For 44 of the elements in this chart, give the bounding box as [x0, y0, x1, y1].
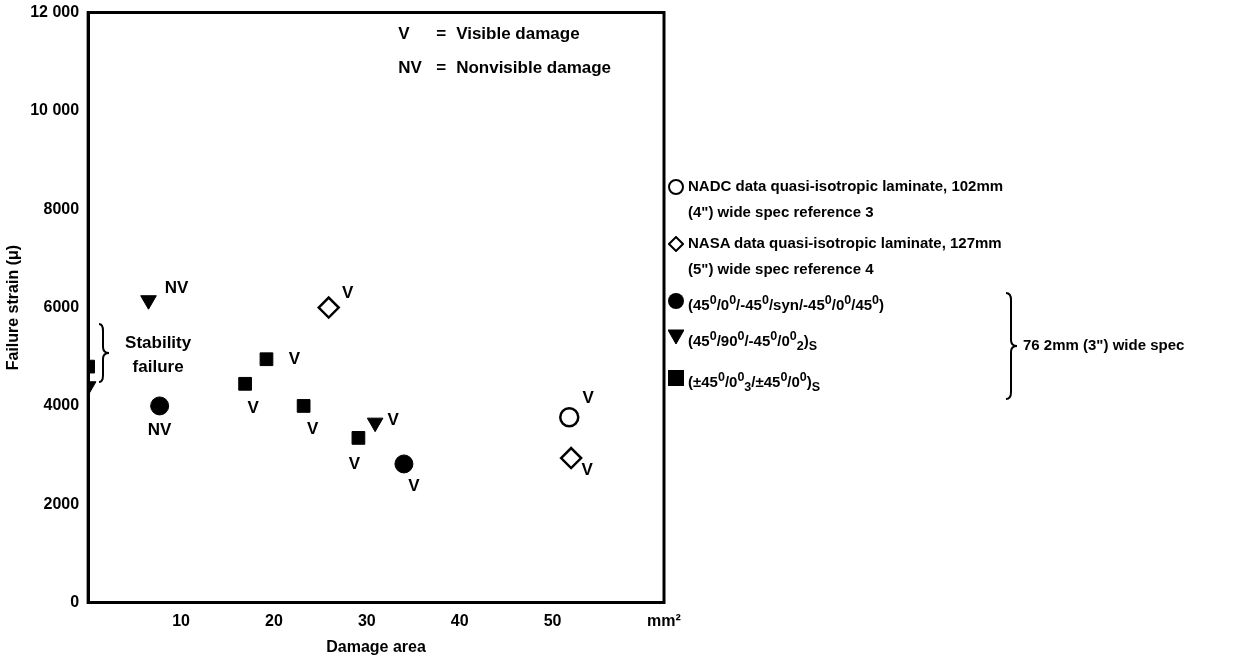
point [259, 352, 274, 367]
x-axis-title: Damage area [326, 637, 426, 655]
legend-label: NADC data quasi-isotropic laminate, 102mm (4") wide spec reference 3 [688, 176, 1005, 222]
text: (45$^{0}$/0$^{0}$/-45$^{0}$/syn/-45$^{0}$/0$^{0}$/45$^{0}$) [688, 293, 885, 313]
annotation: NV [147, 419, 173, 439]
text: (±45$^{0}$/0$^{0}$$_{3}$/±45$^{0}$/0$^{0}$)$_{S}$ [688, 370, 821, 394]
y-axis-title: Failure strain (μ) [4, 244, 22, 371]
annotation: NV = Nonvisible damage [398, 58, 612, 78]
y-tick-label: 8000 [43, 199, 80, 217]
y-tick-label: 0 [70, 593, 80, 611]
point [394, 454, 414, 474]
legend-label: NASA data quasi-isotropic laminate, 127mm (5") wide spec reference 4 [688, 233, 1003, 279]
point [296, 399, 311, 413]
text: V = Visible damage [398, 24, 580, 44]
point [317, 296, 340, 319]
annotation: V [582, 387, 595, 407]
x-tick-label: 20 [265, 611, 283, 629]
point [150, 396, 170, 416]
annotation: V [581, 459, 594, 479]
annotation: Stability failure [125, 333, 192, 377]
point [238, 376, 252, 391]
annotation: V [288, 348, 301, 368]
y-tick-label: 10 000 [30, 101, 80, 119]
annotation: NV [164, 277, 189, 297]
annotation: V [387, 410, 400, 430]
point [559, 446, 583, 470]
x-tick-label: 10 [172, 611, 191, 629]
y-tick-label: 12 000 [30, 3, 80, 21]
x-tick-label: 30 [357, 611, 376, 629]
x-tick-label: mm² [647, 611, 681, 629]
point [351, 431, 366, 445]
annotation: V [247, 398, 260, 418]
x-tick-label: 40 [450, 611, 469, 629]
y-tick-label: 6000 [43, 298, 80, 316]
annotation: V [342, 283, 355, 303]
annotation: V [408, 475, 421, 495]
annotation: V [348, 453, 361, 473]
text: 76 2mm (3") wide spec [1023, 336, 1185, 353]
text: (45$^{0}$/90$^{0}$/-45$^{0}$/0$^{0}$$_{2}$)$_{S}$ [688, 329, 818, 353]
x-tick-label: 50 [543, 611, 562, 629]
y-tick-label: 2000 [43, 494, 80, 512]
point [559, 406, 580, 428]
annotation: V [306, 418, 319, 438]
y-tick-label: 4000 [43, 396, 80, 414]
